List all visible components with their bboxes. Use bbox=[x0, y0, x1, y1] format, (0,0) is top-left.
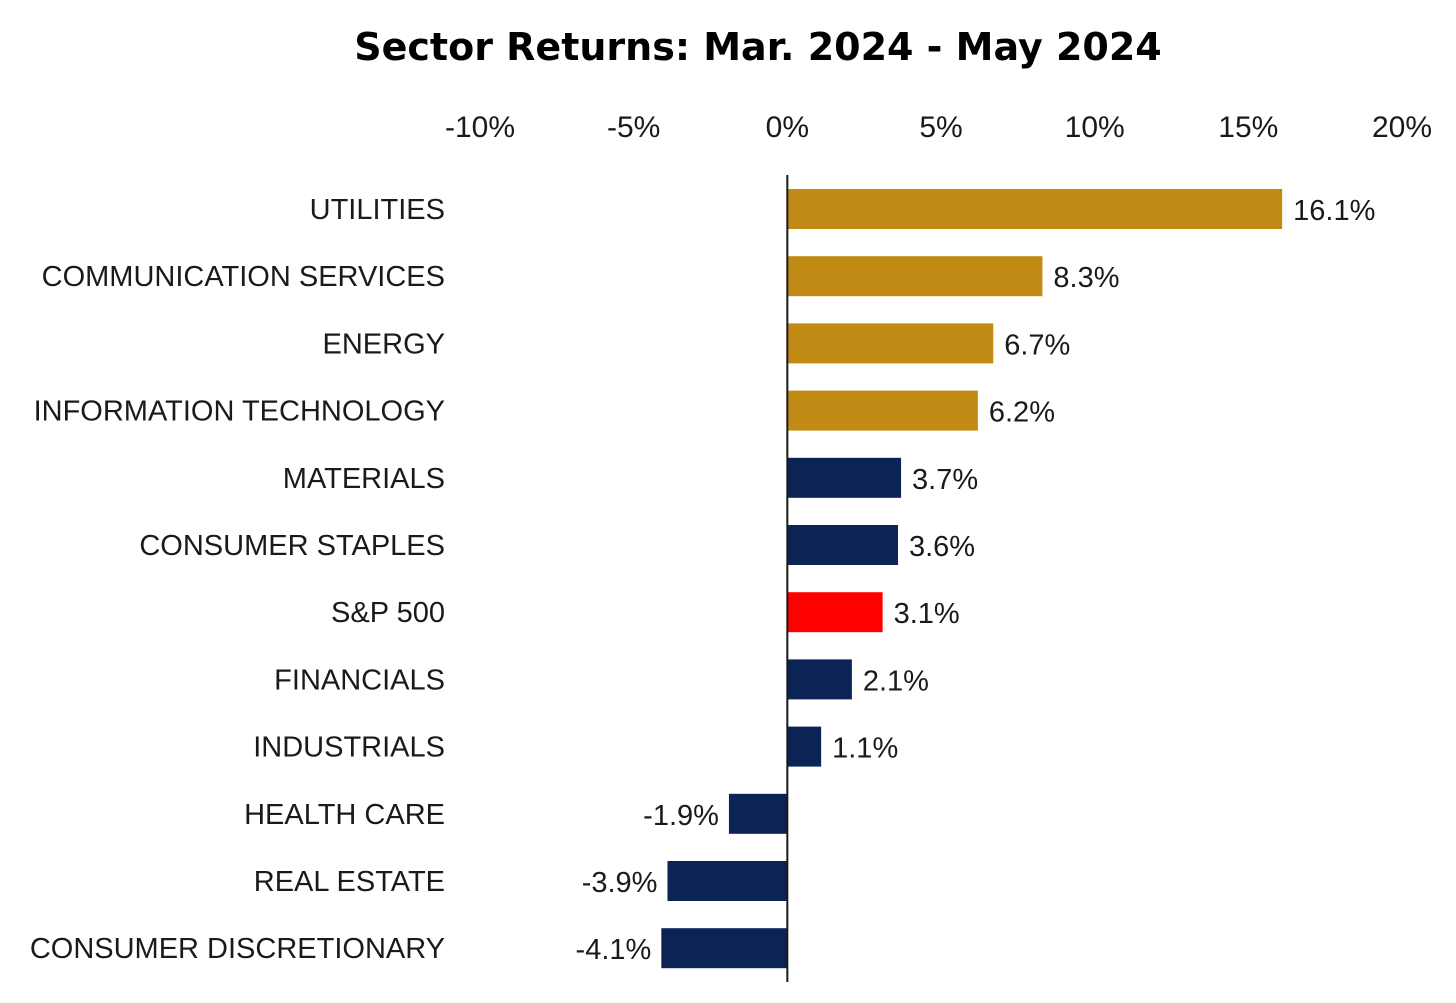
category-label: CONSUMER DISCRETIONARY bbox=[30, 933, 445, 965]
category-labels: UTILITIES COMMUNICATION SERVICES ENERGY INF… bbox=[30, 194, 445, 965]
x-tick-label: 0% bbox=[766, 111, 809, 144]
bar bbox=[728, 793, 788, 834]
category-label: MATERIALS bbox=[283, 463, 445, 495]
x-tick-label: 15% bbox=[1218, 111, 1278, 144]
data-label: 6.2% bbox=[989, 397, 1055, 429]
category-label: INDUSTRIALS bbox=[253, 732, 445, 764]
data-label: -3.9% bbox=[582, 867, 658, 899]
x-tick-label: 5% bbox=[919, 111, 962, 144]
data-label: 2.1% bbox=[863, 665, 929, 697]
x-axis-ticks: -10% -5% 0% 5% 10% 15% 20% bbox=[445, 111, 1432, 144]
category-label: UTILITIES bbox=[310, 194, 445, 226]
bar bbox=[787, 390, 978, 431]
category-label: REAL ESTATE bbox=[254, 866, 445, 898]
bar bbox=[787, 592, 883, 633]
category-label: ENERGY bbox=[323, 328, 445, 360]
category-label: HEALTH CARE bbox=[244, 799, 445, 831]
data-label: 1.1% bbox=[832, 733, 898, 765]
chart-title: Sector Returns: Mar. 2024 - May 2024 bbox=[354, 25, 1161, 69]
category-label: INFORMATION TECHNOLOGY bbox=[34, 396, 445, 428]
data-label: 3.1% bbox=[894, 598, 960, 630]
bar bbox=[787, 525, 898, 565]
x-tick-label: -5% bbox=[607, 111, 660, 144]
data-label: 8.3% bbox=[1053, 262, 1119, 294]
bar bbox=[787, 323, 994, 364]
bar bbox=[787, 189, 1283, 229]
bar bbox=[667, 861, 788, 901]
data-label: 16.1% bbox=[1293, 195, 1375, 227]
bar bbox=[787, 457, 902, 498]
data-label: 3.6% bbox=[909, 531, 975, 563]
bar bbox=[787, 659, 852, 700]
value-labels: 16.1% 8.3% 6.7% 6.2% 3.7% 3.6% 3.1% 2.1% 1.1% -1.… bbox=[576, 195, 1376, 966]
bar bbox=[787, 726, 822, 767]
category-label: COMMUNICATION SERVICES bbox=[42, 261, 445, 293]
category-label: S&P 500 bbox=[331, 597, 445, 629]
x-tick-label: 10% bbox=[1065, 111, 1125, 144]
bars bbox=[661, 189, 1283, 969]
category-label: FINANCIALS bbox=[274, 664, 445, 696]
data-label: -1.9% bbox=[643, 800, 719, 832]
bar bbox=[787, 256, 1043, 297]
category-label: CONSUMER STAPLES bbox=[139, 530, 445, 562]
x-tick-label: 20% bbox=[1372, 111, 1432, 144]
bar bbox=[661, 928, 788, 969]
data-label: -4.1% bbox=[576, 934, 652, 966]
x-tick-label: -10% bbox=[445, 111, 515, 144]
data-label: 3.7% bbox=[912, 464, 978, 496]
data-label: 6.7% bbox=[1004, 329, 1070, 361]
